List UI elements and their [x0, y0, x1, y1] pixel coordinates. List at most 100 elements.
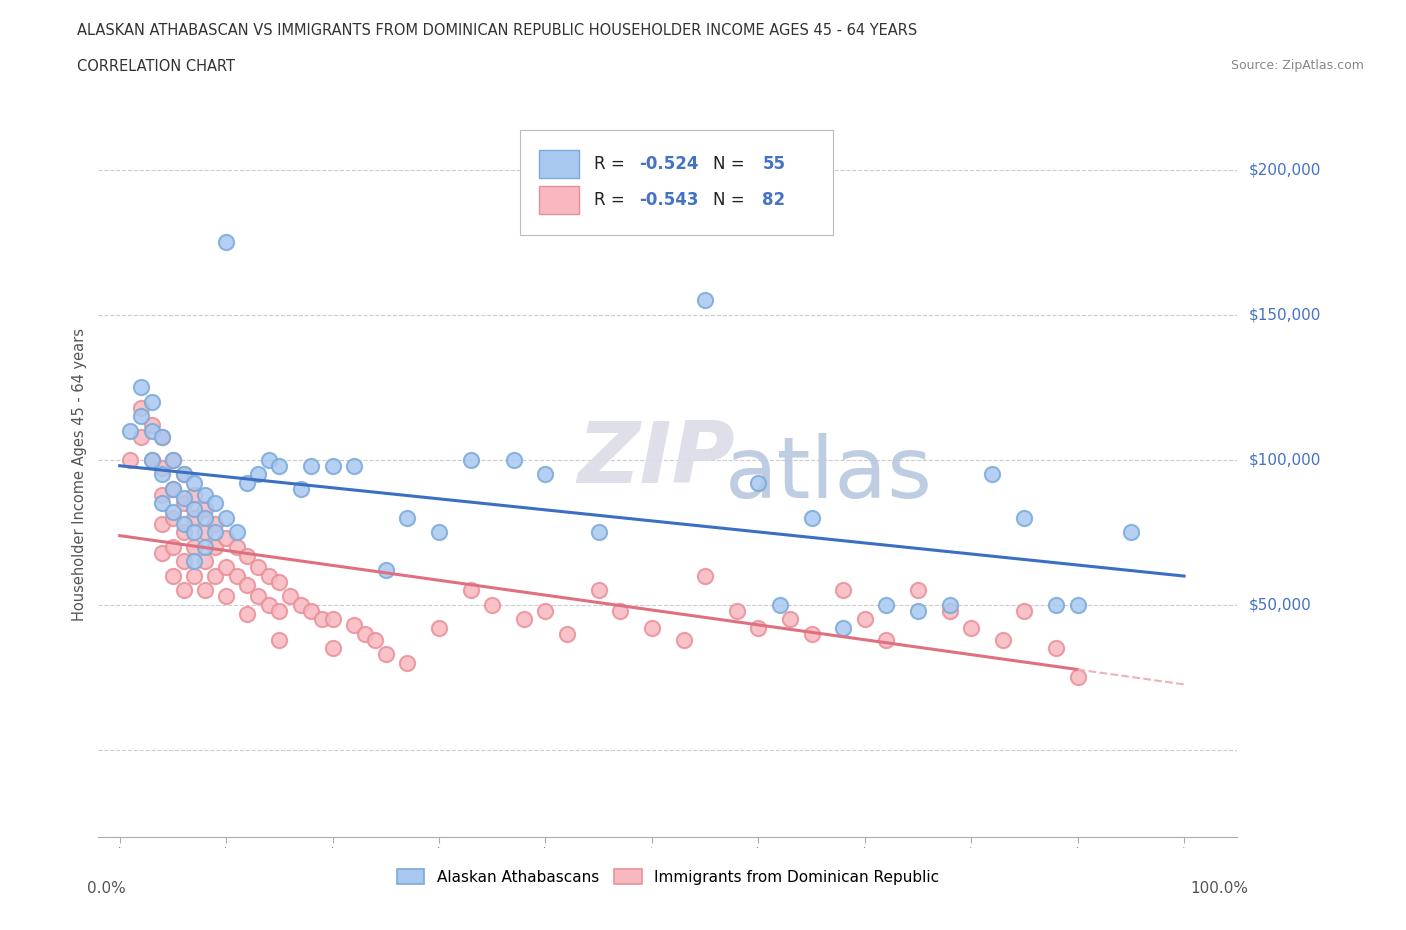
Point [183, 525, 205, 539]
Point [141, 423, 163, 438]
Text: ALASKAN ATHABASCAN VS IMMIGRANTS FROM DOMINICAN REPUBLIC HOUSEHOLDER INCOME AGES: ALASKAN ATHABASCAN VS IMMIGRANTS FROM DO… [77, 23, 918, 38]
Point [981, 467, 1004, 482]
Point [853, 612, 876, 627]
Point [236, 578, 259, 592]
Text: -0.543: -0.543 [640, 191, 699, 209]
Point [364, 632, 387, 647]
Point [173, 525, 195, 539]
Point [427, 525, 450, 539]
Point [555, 627, 578, 642]
Point [1066, 670, 1088, 684]
Point [150, 496, 173, 511]
Point [269, 574, 291, 589]
Point [194, 583, 217, 598]
Point [290, 482, 312, 497]
Text: $50,000: $50,000 [1249, 597, 1312, 612]
Point [204, 539, 226, 554]
Legend: Alaskan Athabascans, Immigrants from Dominican Republic: Alaskan Athabascans, Immigrants from Dom… [391, 863, 945, 891]
Point [183, 511, 205, 525]
Point [194, 511, 217, 525]
Point [269, 604, 291, 618]
Point [150, 429, 173, 444]
Point [672, 632, 695, 647]
Point [427, 620, 450, 635]
Point [173, 516, 195, 531]
Point [768, 597, 790, 612]
Point [120, 452, 142, 467]
Point [693, 568, 716, 583]
Point [204, 525, 226, 539]
Point [215, 560, 238, 575]
Point [299, 604, 322, 618]
Text: N =: N = [713, 191, 751, 209]
Point [875, 632, 897, 647]
Point [247, 560, 270, 575]
Point [779, 612, 801, 627]
Point [141, 394, 163, 409]
Point [129, 400, 152, 415]
Point [194, 554, 217, 569]
Point [162, 568, 184, 583]
Point [236, 548, 259, 563]
Point [129, 379, 152, 394]
Text: 100.0%: 100.0% [1191, 881, 1249, 896]
Point [502, 452, 524, 467]
Text: 82: 82 [762, 191, 786, 209]
Point [1045, 641, 1067, 656]
Point [225, 568, 247, 583]
Point [396, 656, 419, 671]
Text: atlas: atlas [725, 432, 932, 516]
FancyBboxPatch shape [520, 130, 832, 235]
Point [1014, 511, 1036, 525]
Point [183, 501, 205, 516]
Point [481, 597, 503, 612]
Point [939, 597, 962, 612]
Text: R =: R = [593, 154, 630, 173]
Point [173, 554, 195, 569]
Point [162, 452, 184, 467]
Bar [538, 186, 579, 214]
Point [693, 293, 716, 308]
Point [353, 627, 375, 642]
Point [194, 525, 217, 539]
Point [150, 487, 173, 502]
Point [173, 467, 195, 482]
Point [311, 612, 333, 627]
Point [183, 487, 205, 502]
Point [641, 620, 664, 635]
Point [299, 458, 322, 473]
Point [257, 452, 280, 467]
Point [460, 452, 482, 467]
Point [247, 467, 270, 482]
Text: ZIP: ZIP [576, 418, 734, 501]
Text: N =: N = [713, 154, 751, 173]
Point [162, 539, 184, 554]
Point [120, 423, 142, 438]
Point [236, 606, 259, 621]
Point [150, 429, 173, 444]
Point [832, 620, 855, 635]
Point [247, 589, 270, 604]
Point [747, 620, 769, 635]
Point [141, 418, 163, 432]
Point [215, 234, 238, 249]
Text: Source: ZipAtlas.com: Source: ZipAtlas.com [1230, 59, 1364, 72]
Point [141, 452, 163, 467]
Point [194, 539, 217, 554]
Point [162, 511, 184, 525]
Point [257, 597, 280, 612]
Point [609, 604, 631, 618]
Point [129, 429, 152, 444]
Point [725, 604, 748, 618]
Point [513, 612, 536, 627]
Point [460, 583, 482, 598]
Point [194, 501, 217, 516]
Text: CORRELATION CHART: CORRELATION CHART [77, 59, 235, 73]
Point [150, 545, 173, 560]
Point [1045, 597, 1067, 612]
Point [183, 475, 205, 490]
Point [215, 531, 238, 546]
Point [960, 620, 983, 635]
Point [150, 516, 173, 531]
Bar [538, 150, 579, 178]
